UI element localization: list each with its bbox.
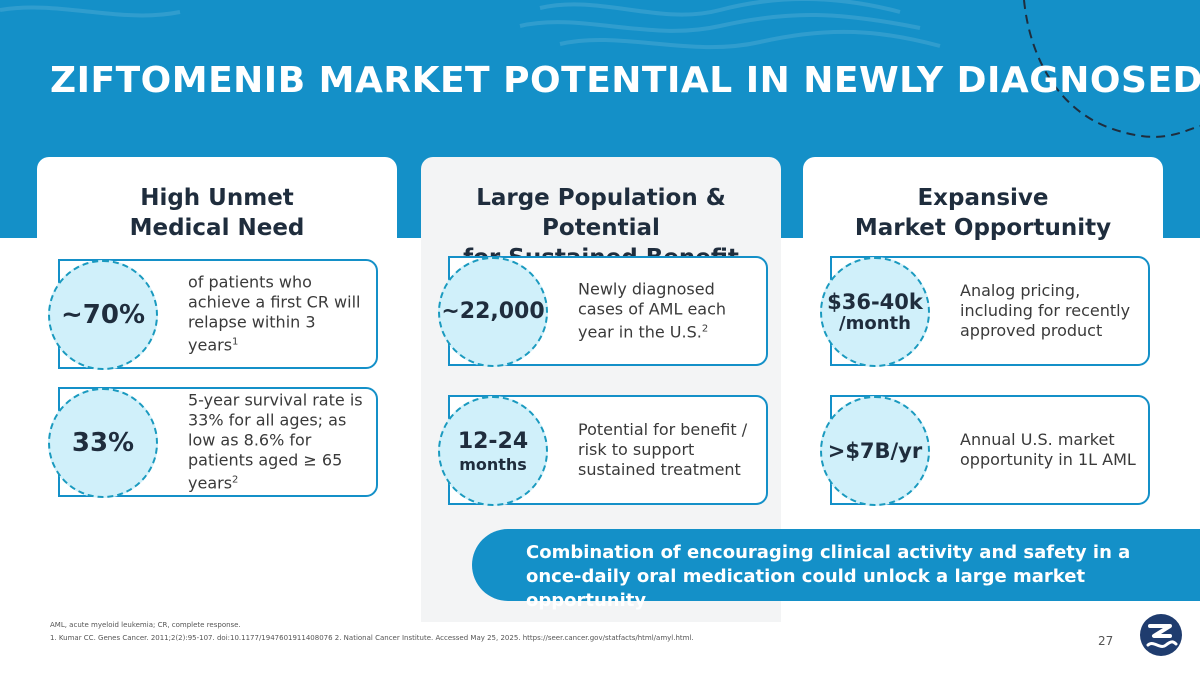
column-heading: Expansive Market Opportunity — [854, 185, 1112, 241]
column-heading: High Unmet Medical Need — [129, 185, 305, 241]
stat-bubble: >$7B/yr — [820, 396, 930, 506]
footnote-ref: 1 — [232, 336, 239, 348]
stat-value: ~22,000 — [441, 299, 545, 324]
stat-bubble: 33% — [48, 388, 158, 498]
stat-description: Newly diagnosed cases of AML each year i… — [578, 279, 727, 342]
footnote-ref: 2 — [701, 323, 709, 335]
stat-value: 12-24 — [457, 428, 529, 454]
stat-bubble: $36-40k /month — [820, 257, 930, 367]
stat-description: of patients who achieve a first CR will … — [188, 272, 361, 355]
stat-description: Analog pricing, including for recently a… — [960, 281, 1131, 340]
callout-text: Combination of encouraging clinical acti… — [526, 542, 1131, 611]
stat-value: $36-40k — [827, 289, 923, 314]
stat-value: 33% — [71, 428, 135, 458]
callout-banner: Combination of encouraging clinical acti… — [472, 529, 1200, 611]
stat-bubble: 12-24 months — [438, 396, 548, 506]
stat-description: Potential for benefit / risk to support … — [578, 420, 748, 479]
stat-description: 5-year survival rate is 33% for all ages… — [188, 390, 363, 493]
footnote-references: 1. Kumar CC. Genes Cancer. 2011;2(2):95-… — [50, 634, 694, 642]
company-logo-icon — [1140, 614, 1182, 656]
stat-bubble: ~70% — [48, 260, 158, 370]
stat-value: >$7B/yr — [827, 439, 923, 463]
footnote-abbreviations: AML, acute myeloid leukemia; CR, complet… — [50, 621, 241, 629]
stat-unit: /month — [839, 312, 911, 334]
stat-value: ~70% — [60, 300, 146, 330]
stat-unit: months — [459, 454, 527, 474]
page-title: ZIFTOMENIB MARKET POTENTIAL IN NEWLY DIA… — [50, 60, 1200, 101]
stat-bubble: ~22,000 — [438, 257, 548, 367]
footnote-ref: 2 — [232, 474, 239, 486]
wave-pattern-icon — [0, 0, 1200, 138]
page-number: 27 — [1098, 634, 1114, 648]
stat-description: Annual U.S. market opportunity in 1L AML — [960, 430, 1136, 469]
